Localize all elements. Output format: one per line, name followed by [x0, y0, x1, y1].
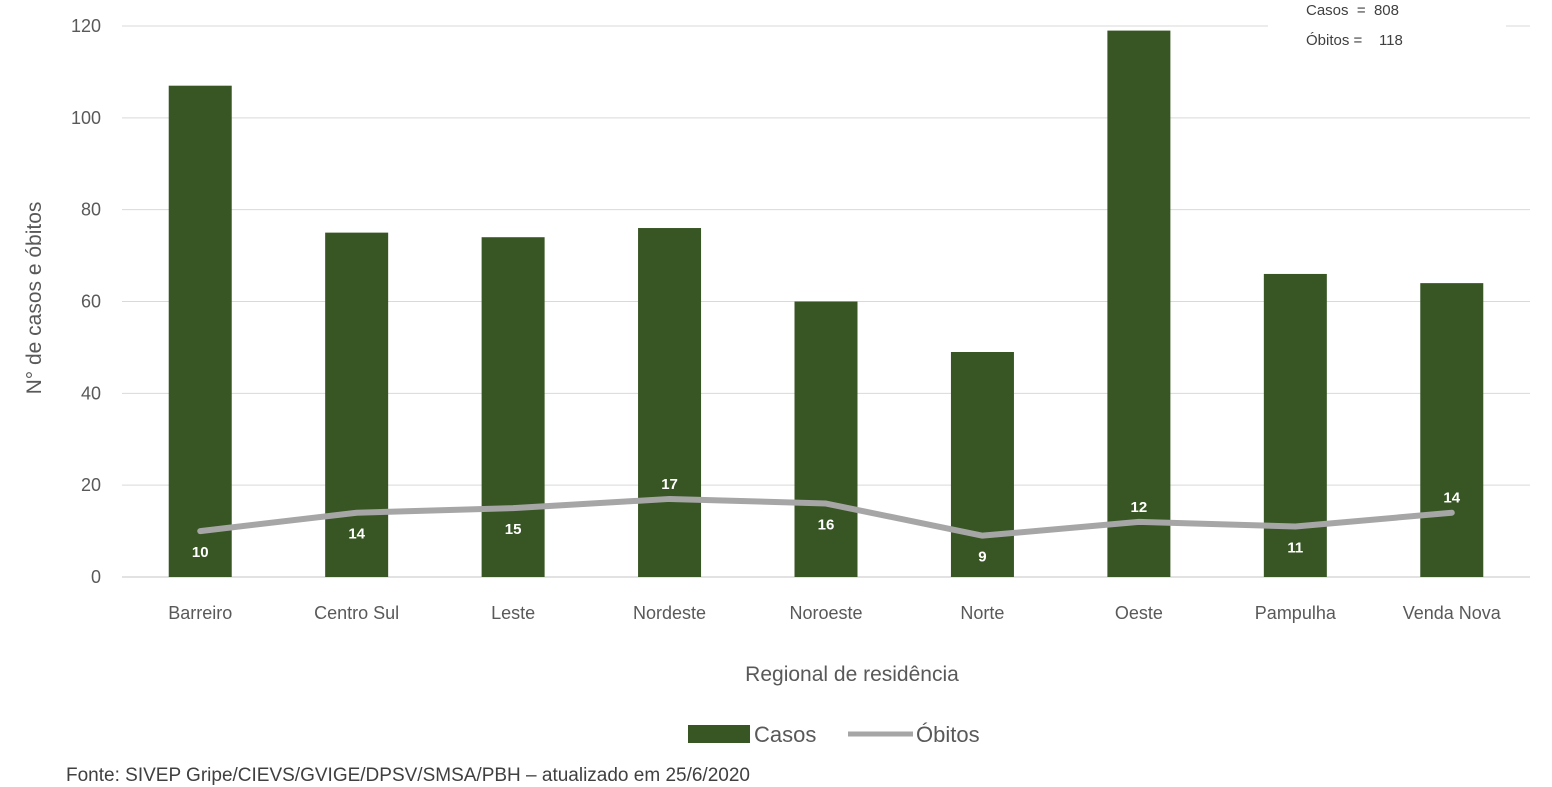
data-label: 17	[661, 476, 678, 493]
y-tick-label: 100	[71, 108, 101, 128]
bar-series-casos	[168, 30, 1484, 578]
bar	[1263, 273, 1327, 577]
source-note: Fonte: SIVEP Gripe/CIEVS/GVIGE/DPSV/SMSA…	[66, 765, 750, 786]
x-tick-label: Oeste	[1115, 603, 1163, 623]
legend-label-casos: Casos	[754, 722, 816, 747]
data-label: 14	[1443, 490, 1460, 507]
legend-label-obitos: Óbitos	[916, 722, 980, 747]
bar	[638, 228, 702, 578]
bar	[168, 85, 232, 578]
y-tick-label: 40	[81, 383, 101, 403]
totals-obitos: Óbitos = 118	[1306, 32, 1403, 49]
y-tick-label: 60	[81, 292, 101, 312]
x-tick-label: Barreiro	[168, 603, 232, 623]
bar	[794, 301, 858, 577]
bar	[325, 232, 389, 577]
totals-casos: Casos = 808	[1306, 2, 1399, 19]
y-tick-label: 20	[81, 475, 101, 495]
y-tick-label: 120	[71, 16, 101, 36]
legend-swatch-casos	[688, 725, 750, 743]
data-label: 15	[505, 521, 522, 538]
bar	[481, 237, 545, 577]
line-series-obitos	[197, 495, 1455, 539]
y-tick-label: 80	[81, 200, 101, 220]
line-obitos	[197, 495, 1455, 539]
x-tick-label: Pampulha	[1255, 603, 1337, 623]
data-label: 10	[192, 544, 209, 561]
bar	[1107, 30, 1171, 577]
x-tick-label: Venda Nova	[1403, 603, 1502, 623]
y-axis-title: N° de casos e óbitos	[23, 202, 46, 395]
x-tick-labels: Barreiro Centro Sul Leste Nordeste Noroeste N…	[168, 603, 1502, 623]
x-tick-label: Centro Sul	[314, 603, 399, 623]
y-tick-labels: 0 20 40 60 80 100 120	[71, 16, 101, 587]
legend: Casos Óbitos	[688, 722, 980, 747]
bar	[1420, 283, 1484, 577]
data-label: 14	[348, 526, 365, 543]
data-labels-obitos: 10 14 15 17 16 9 12 11 14	[192, 476, 1461, 566]
data-label: 12	[1131, 499, 1148, 516]
x-tick-label: Nordeste	[633, 603, 706, 623]
data-label: 9	[978, 549, 986, 566]
data-label: 16	[818, 517, 835, 534]
bar	[950, 352, 1014, 577]
y-tick-label: 0	[91, 567, 101, 587]
totals-box	[1272, 0, 1504, 58]
data-label: 11	[1287, 539, 1303, 556]
x-tick-label: Leste	[491, 603, 535, 623]
x-tick-label: Norte	[960, 603, 1004, 623]
x-axis-title: Regional de residência	[745, 663, 959, 686]
x-tick-label: Noroeste	[789, 603, 862, 623]
